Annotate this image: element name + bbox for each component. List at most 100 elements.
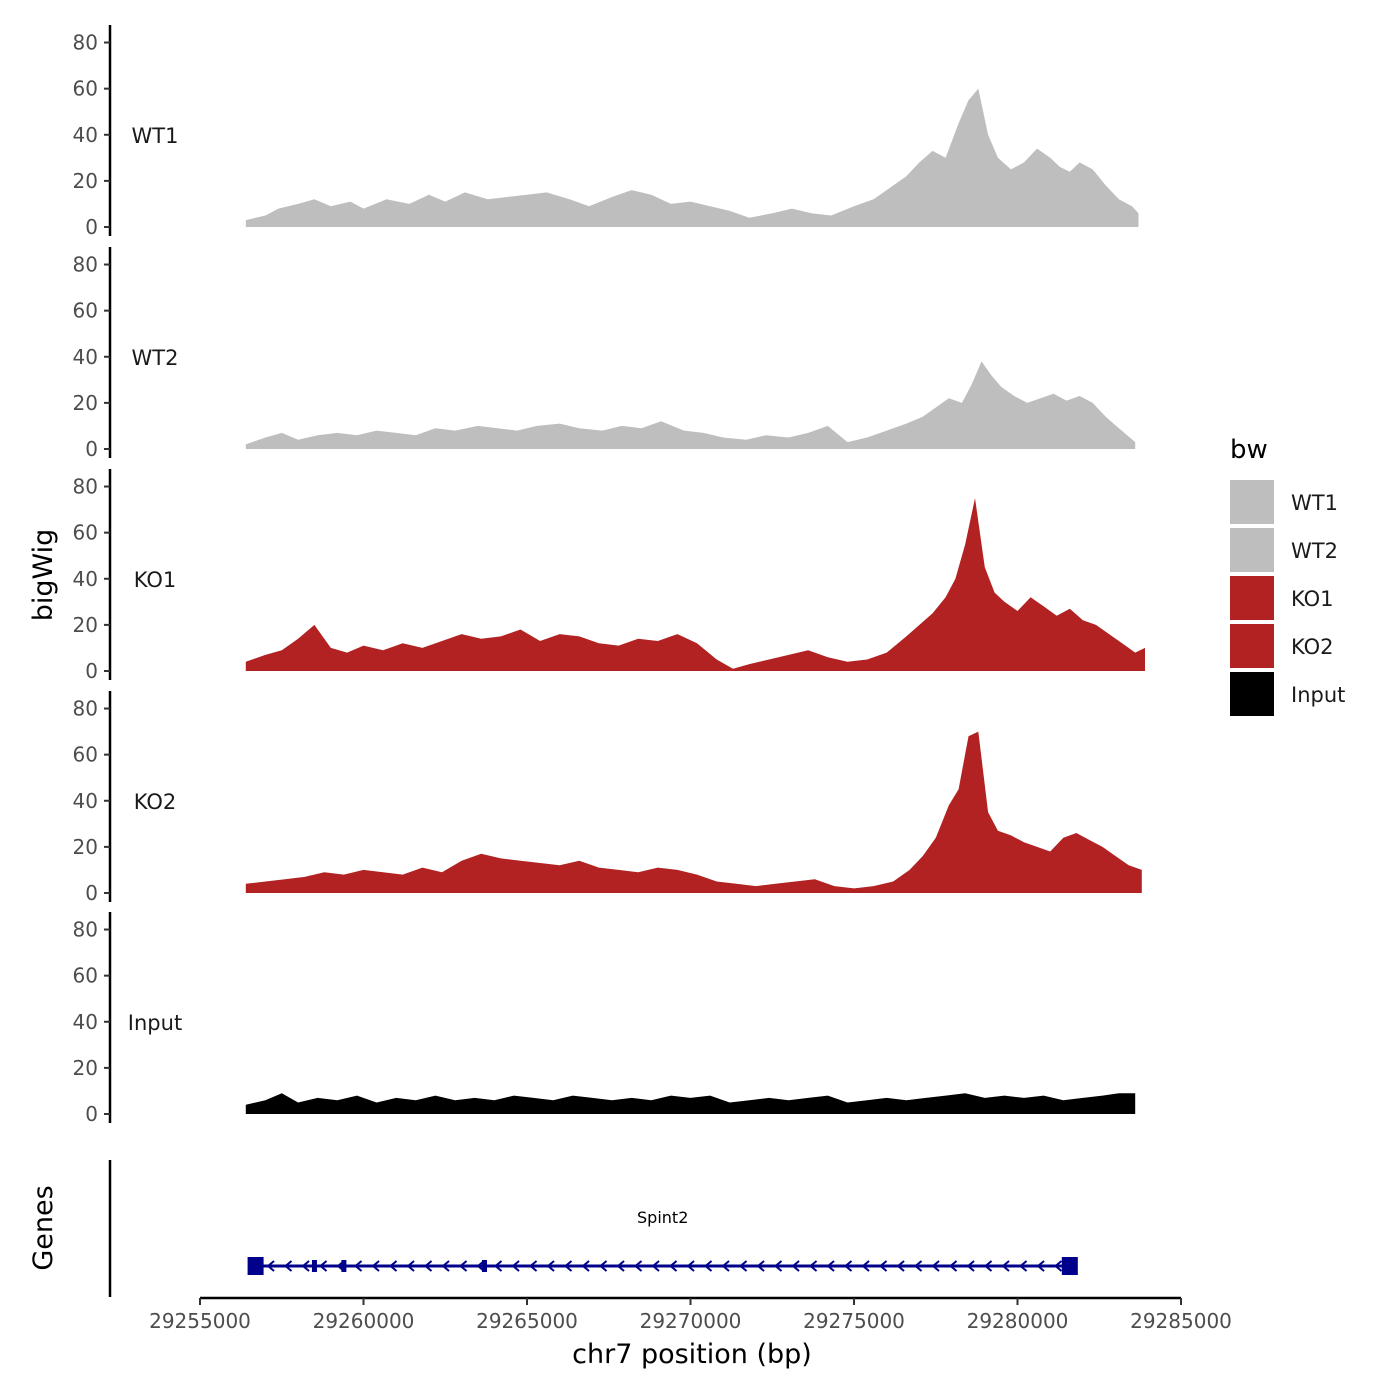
- strand-chevron: [861, 1260, 870, 1272]
- x-tick-label: 29280000: [967, 1309, 1069, 1333]
- strand-chevron: [581, 1260, 590, 1272]
- strand-chevron: [458, 1260, 468, 1272]
- y-tick-label: 60: [73, 964, 98, 988]
- y-tick-label: 60: [73, 743, 98, 767]
- gene-exon: [247, 1257, 264, 1275]
- signal-panels: 0 20 40 60 80 WT1 0 20 40 60 80 WT2 0 20 40 60 80 KO1 0 20 4…: [73, 25, 1146, 1126]
- y-tick-label: 40: [73, 789, 98, 813]
- y-tick-label: 20: [73, 835, 98, 859]
- strand-chevron: [266, 1260, 275, 1272]
- legend-swatch-input: [1230, 672, 1274, 716]
- strand-chevron: [703, 1260, 713, 1272]
- strand-chevron: [423, 1260, 433, 1272]
- y-tick-label: 80: [73, 697, 98, 721]
- strand-chevron: [546, 1260, 555, 1272]
- strand-chevron: [773, 1260, 783, 1272]
- panel-label-ko2: KO2: [134, 790, 177, 814]
- panel-wt2: 0 20 40 60 80 WT2: [73, 247, 1136, 461]
- y-tick-label: 0: [85, 215, 98, 239]
- gene-exon: [481, 1260, 487, 1272]
- y-tick-label: 40: [73, 567, 98, 591]
- y-tick-label: 20: [73, 1056, 98, 1080]
- y-tick-label: 20: [73, 613, 98, 637]
- legend-swatch-wt2: [1230, 528, 1274, 572]
- x-tick-label: 29275000: [803, 1309, 905, 1333]
- strand-chevron: [983, 1260, 993, 1272]
- gene-exon: [1061, 1257, 1078, 1275]
- strand-chevron: [651, 1260, 660, 1272]
- strand-chevron: [493, 1260, 503, 1272]
- legend-swatch-wt1: [1230, 480, 1274, 524]
- strand-chevron: [318, 1260, 328, 1272]
- y-tick-label: 40: [73, 345, 98, 369]
- strand-chevron: [1036, 1260, 1045, 1272]
- genes-axis-title: Genes: [28, 1185, 59, 1270]
- strand-chevron: [948, 1260, 958, 1272]
- y-tick-label: 80: [73, 475, 98, 499]
- legend-swatch-ko2: [1230, 624, 1274, 668]
- x-tick-label: 29260000: [313, 1309, 415, 1333]
- strand-chevron: [843, 1260, 853, 1272]
- strand-chevron: [353, 1260, 363, 1272]
- area-wt2: [245, 361, 1136, 449]
- y-tick-label: 80: [73, 918, 98, 942]
- panel-input: 0 20 40 60 80 Input: [73, 912, 1136, 1126]
- strand-chevron: [301, 1260, 310, 1272]
- strand-chevron: [528, 1260, 538, 1272]
- strand-chevron: [668, 1260, 678, 1272]
- panel-label-wt1: WT1: [132, 124, 179, 148]
- legend-label-wt2: WT2: [1291, 539, 1338, 563]
- legend-swatch-ko1: [1230, 576, 1274, 620]
- x-tick-label: 29265000: [476, 1309, 578, 1333]
- strand-chevron: [563, 1260, 573, 1272]
- panel-ko2: 0 20 40 60 80 KO2: [73, 691, 1142, 905]
- strand-chevron: [913, 1260, 923, 1272]
- y-tick-label: 20: [73, 169, 98, 193]
- x-tick-label: 29270000: [640, 1309, 742, 1333]
- y-tick-label: 0: [85, 1102, 98, 1126]
- strand-chevron: [966, 1260, 975, 1272]
- legend-label-ko1: KO1: [1291, 587, 1334, 611]
- y-tick-label: 80: [73, 253, 98, 277]
- strand-chevron: [283, 1260, 293, 1272]
- strand-chevron: [808, 1260, 818, 1272]
- y-tick-label: 0: [85, 659, 98, 683]
- gene-exon: [311, 1260, 317, 1272]
- panel-label-wt2: WT2: [132, 346, 179, 370]
- y-axis-title: bigWig: [28, 529, 59, 622]
- panel-label-input: Input: [128, 1011, 182, 1035]
- strand-chevron: [791, 1260, 800, 1272]
- strand-chevron: [896, 1260, 905, 1272]
- panel-wt1: 0 20 40 60 80 WT1: [73, 25, 1139, 239]
- gene-name: Spint2: [637, 1208, 688, 1227]
- strand-chevron: [371, 1260, 380, 1272]
- area-ko2: [245, 731, 1142, 893]
- y-tick-label: 40: [73, 1010, 98, 1034]
- strand-chevron: [1053, 1260, 1063, 1272]
- area-input: [245, 1093, 1136, 1114]
- y-tick-label: 40: [73, 123, 98, 147]
- area-ko1: [245, 498, 1146, 671]
- legend-label-ko2: KO2: [1291, 635, 1334, 659]
- strand-chevron: [616, 1260, 625, 1272]
- x-tick-label: 29285000: [1130, 1309, 1232, 1333]
- strand-chevron: [598, 1260, 608, 1272]
- gene-track-panel: Spint2: [108, 1160, 1078, 1297]
- strand-chevron: [738, 1260, 748, 1272]
- strand-chevron: [756, 1260, 765, 1272]
- strand-chevron: [931, 1260, 940, 1272]
- strand-chevron: [388, 1260, 398, 1272]
- strand-chevron: [721, 1260, 730, 1272]
- x-axis: 29255000 29260000 29265000 29270000 29275000…: [149, 1296, 1232, 1333]
- y-tick-label: 60: [73, 77, 98, 101]
- strand-chevron: [406, 1260, 415, 1272]
- y-tick-label: 80: [73, 31, 98, 55]
- y-tick-label: 0: [85, 881, 98, 905]
- strand-chevron: [1018, 1260, 1028, 1272]
- gene-exon: [341, 1260, 347, 1272]
- legend-title: bw: [1230, 435, 1268, 465]
- y-tick-label: 20: [73, 391, 98, 415]
- panel-ko1: 0 20 40 60 80 KO1: [73, 469, 1146, 683]
- strand-chevron: [441, 1260, 450, 1272]
